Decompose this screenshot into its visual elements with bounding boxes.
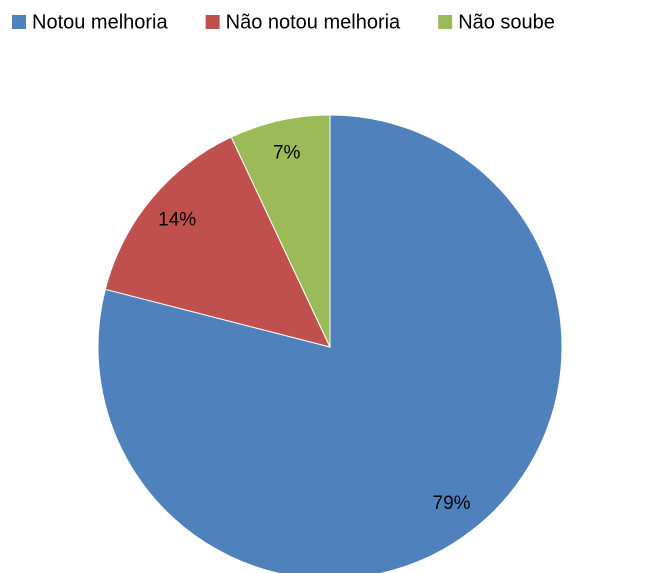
legend-swatch — [438, 15, 453, 29]
legend-text: Não soube — [458, 11, 555, 33]
value-label: 79% — [433, 493, 471, 514]
legend-swatch — [12, 15, 26, 29]
value-label: 7% — [273, 142, 301, 163]
legend-text: Não notou melhoria — [226, 11, 401, 33]
pie-slice — [104, 136, 331, 348]
pie — [97, 114, 563, 573]
legend-swatch — [205, 15, 220, 29]
pie-slice — [230, 114, 331, 348]
legend: Notou melhoria Não notou melhoria Não soub… — [12, 11, 555, 33]
value-labels: 79% 14% 7% — [158, 142, 471, 513]
value-label: 14% — [158, 210, 196, 231]
legend-text: Notou melhoria — [32, 11, 169, 33]
